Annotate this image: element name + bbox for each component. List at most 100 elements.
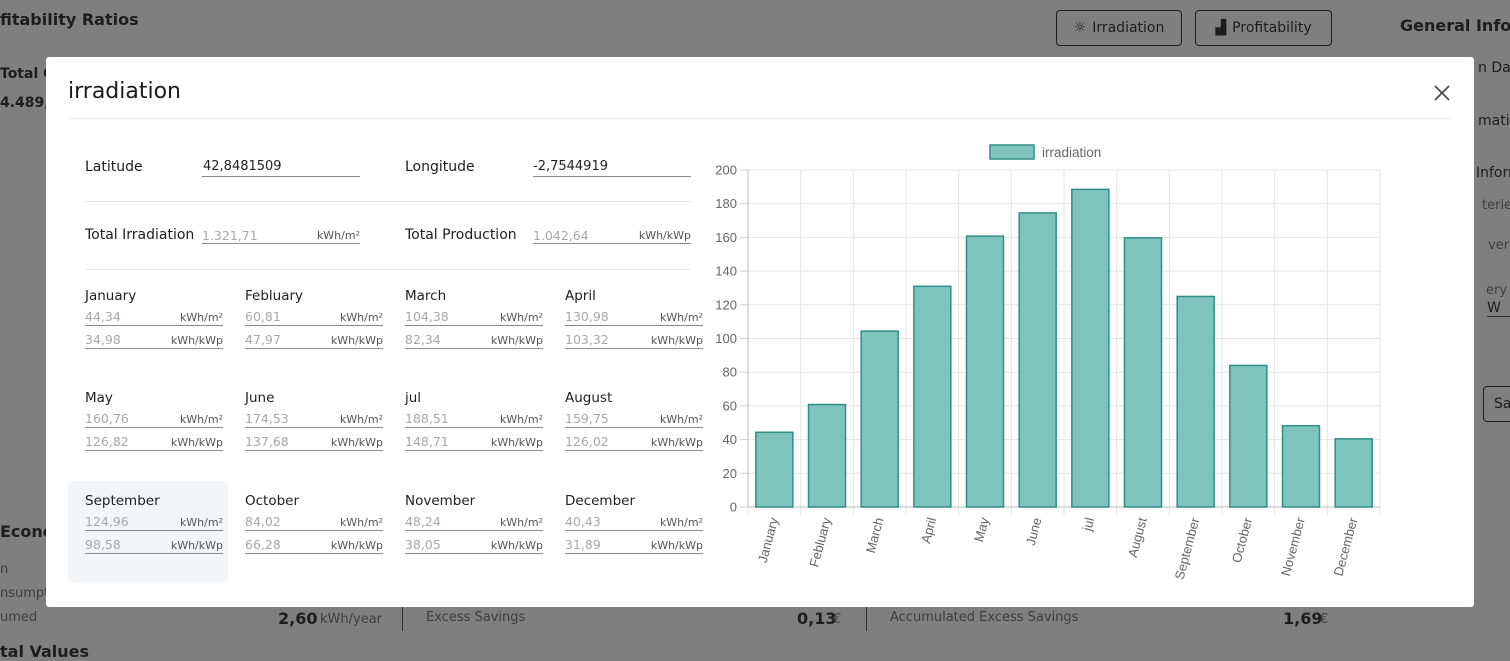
underline [565, 450, 703, 451]
excess-unit: € [833, 612, 842, 627]
button-label: Irradiation [1092, 20, 1165, 36]
x-tick-label: April [918, 516, 939, 545]
y-tick-label: 0 [730, 500, 737, 515]
month-irradiation: 104,38 [405, 309, 449, 324]
close-icon [1434, 85, 1450, 101]
underline [245, 450, 383, 451]
month-irradiation: 160,76 [85, 411, 129, 426]
side-item: W [1487, 300, 1501, 316]
month-unit: kWh/m² [659, 413, 703, 426]
month-production: 66,28 [245, 537, 281, 552]
month-production: 126,82 [85, 434, 129, 449]
x-tick-label: November [1278, 515, 1308, 577]
month-irradiation: 84,02 [245, 514, 281, 529]
month-unit: kWh/m² [499, 516, 543, 529]
bar [1071, 188, 1110, 508]
y-tick-label: 140 [715, 264, 737, 279]
y-tick-label: 200 [715, 163, 737, 178]
month-production: 126,02 [565, 434, 609, 449]
month-irradiation: 48,24 [405, 514, 441, 529]
bar [807, 403, 847, 508]
month-unit: kWh/kWp [650, 334, 703, 347]
y-tick-label: 60 [723, 398, 737, 413]
month-name: December [565, 493, 636, 509]
field-label: Longitude [405, 159, 475, 175]
month-unit: kWh/kWp [650, 436, 703, 449]
underline [85, 348, 223, 349]
month-name: April [565, 288, 596, 304]
total-value: 4.489,9 [0, 95, 60, 111]
side-item: ver [1488, 238, 1510, 253]
x-tick-label: June [1023, 516, 1045, 547]
month-irradiation: 130,98 [565, 309, 609, 324]
month-unit: kWh/kWp [330, 436, 383, 449]
divider [85, 201, 691, 202]
totals-title: tal Values [0, 642, 90, 661]
underline [565, 427, 703, 428]
legend-label: irradiation [1042, 145, 1101, 160]
underline [245, 530, 383, 531]
month-unit: kWh/m² [659, 311, 703, 324]
bar [1281, 424, 1321, 508]
month-unit: kWh/m² [339, 413, 383, 426]
month-unit: kWh/kWp [490, 539, 543, 552]
excess-label: Excess Savings [426, 610, 526, 625]
x-tick-label: Febluary [806, 515, 834, 568]
month-irradiation: 44,34 [85, 309, 121, 324]
button-label: Profitability [1232, 20, 1312, 36]
month-name: Febluary [245, 288, 304, 304]
y-tick-label: 160 [715, 230, 737, 245]
month-production: 103,32 [565, 332, 609, 347]
field-value: 1.321,71 [202, 228, 258, 243]
month-name: June [245, 390, 275, 406]
economy-row: nsumpt [0, 586, 50, 601]
y-tick-label: 100 [715, 331, 737, 346]
underline [405, 530, 543, 531]
side-button[interactable]: Sa [1483, 386, 1510, 422]
underline [405, 348, 543, 349]
underline [533, 243, 691, 244]
month-unit: kWh/kWp [650, 539, 703, 552]
y-tick-label: 80 [723, 365, 737, 380]
underline [202, 243, 360, 244]
underline [565, 325, 703, 326]
profitability-button[interactable]: ▟ Profitability [1195, 10, 1332, 46]
month-irradiation: 159,75 [565, 411, 609, 426]
underline [85, 325, 223, 326]
economy-row: umed [0, 610, 38, 625]
month-production: 98,58 [85, 537, 121, 552]
x-tick-label: September [1172, 515, 1203, 581]
underline [533, 176, 691, 177]
month-unit: kWh/m² [339, 516, 383, 529]
underline [85, 530, 223, 531]
economy-title: Econo [0, 522, 54, 541]
field-value: 42,8481509 [203, 159, 282, 174]
economy-row: n [0, 562, 9, 577]
divider [866, 606, 867, 631]
bar [1123, 237, 1163, 508]
field-unit: kWh/kWp [638, 229, 691, 242]
month-unit: kWh/m² [339, 311, 383, 324]
field-label: Total Irradiation [85, 227, 195, 243]
field-unit: kWh/m² [316, 229, 360, 242]
month-unit: kWh/m² [179, 311, 223, 324]
y-tick-label: 120 [715, 297, 737, 312]
month-unit: kWh/m² [179, 413, 223, 426]
month-production: 38,05 [405, 537, 441, 552]
underline [405, 325, 543, 326]
month-name: January [85, 288, 137, 304]
underline [405, 553, 543, 554]
modal-title: irradiation [68, 79, 181, 104]
bar [913, 285, 952, 508]
month-irradiation: 40,43 [565, 514, 601, 529]
month-highlight [68, 481, 228, 582]
irradiation-button[interactable]: ☼ Irradiation [1056, 10, 1182, 46]
field-label: Latitude [85, 159, 143, 175]
bar [965, 235, 1005, 508]
consumed-unit: kWh/year [320, 612, 383, 627]
consumed-value: 2,60 [278, 609, 318, 628]
month-name: August [565, 390, 613, 406]
month-unit: kWh/m² [499, 413, 543, 426]
close-button[interactable] [1432, 83, 1452, 103]
